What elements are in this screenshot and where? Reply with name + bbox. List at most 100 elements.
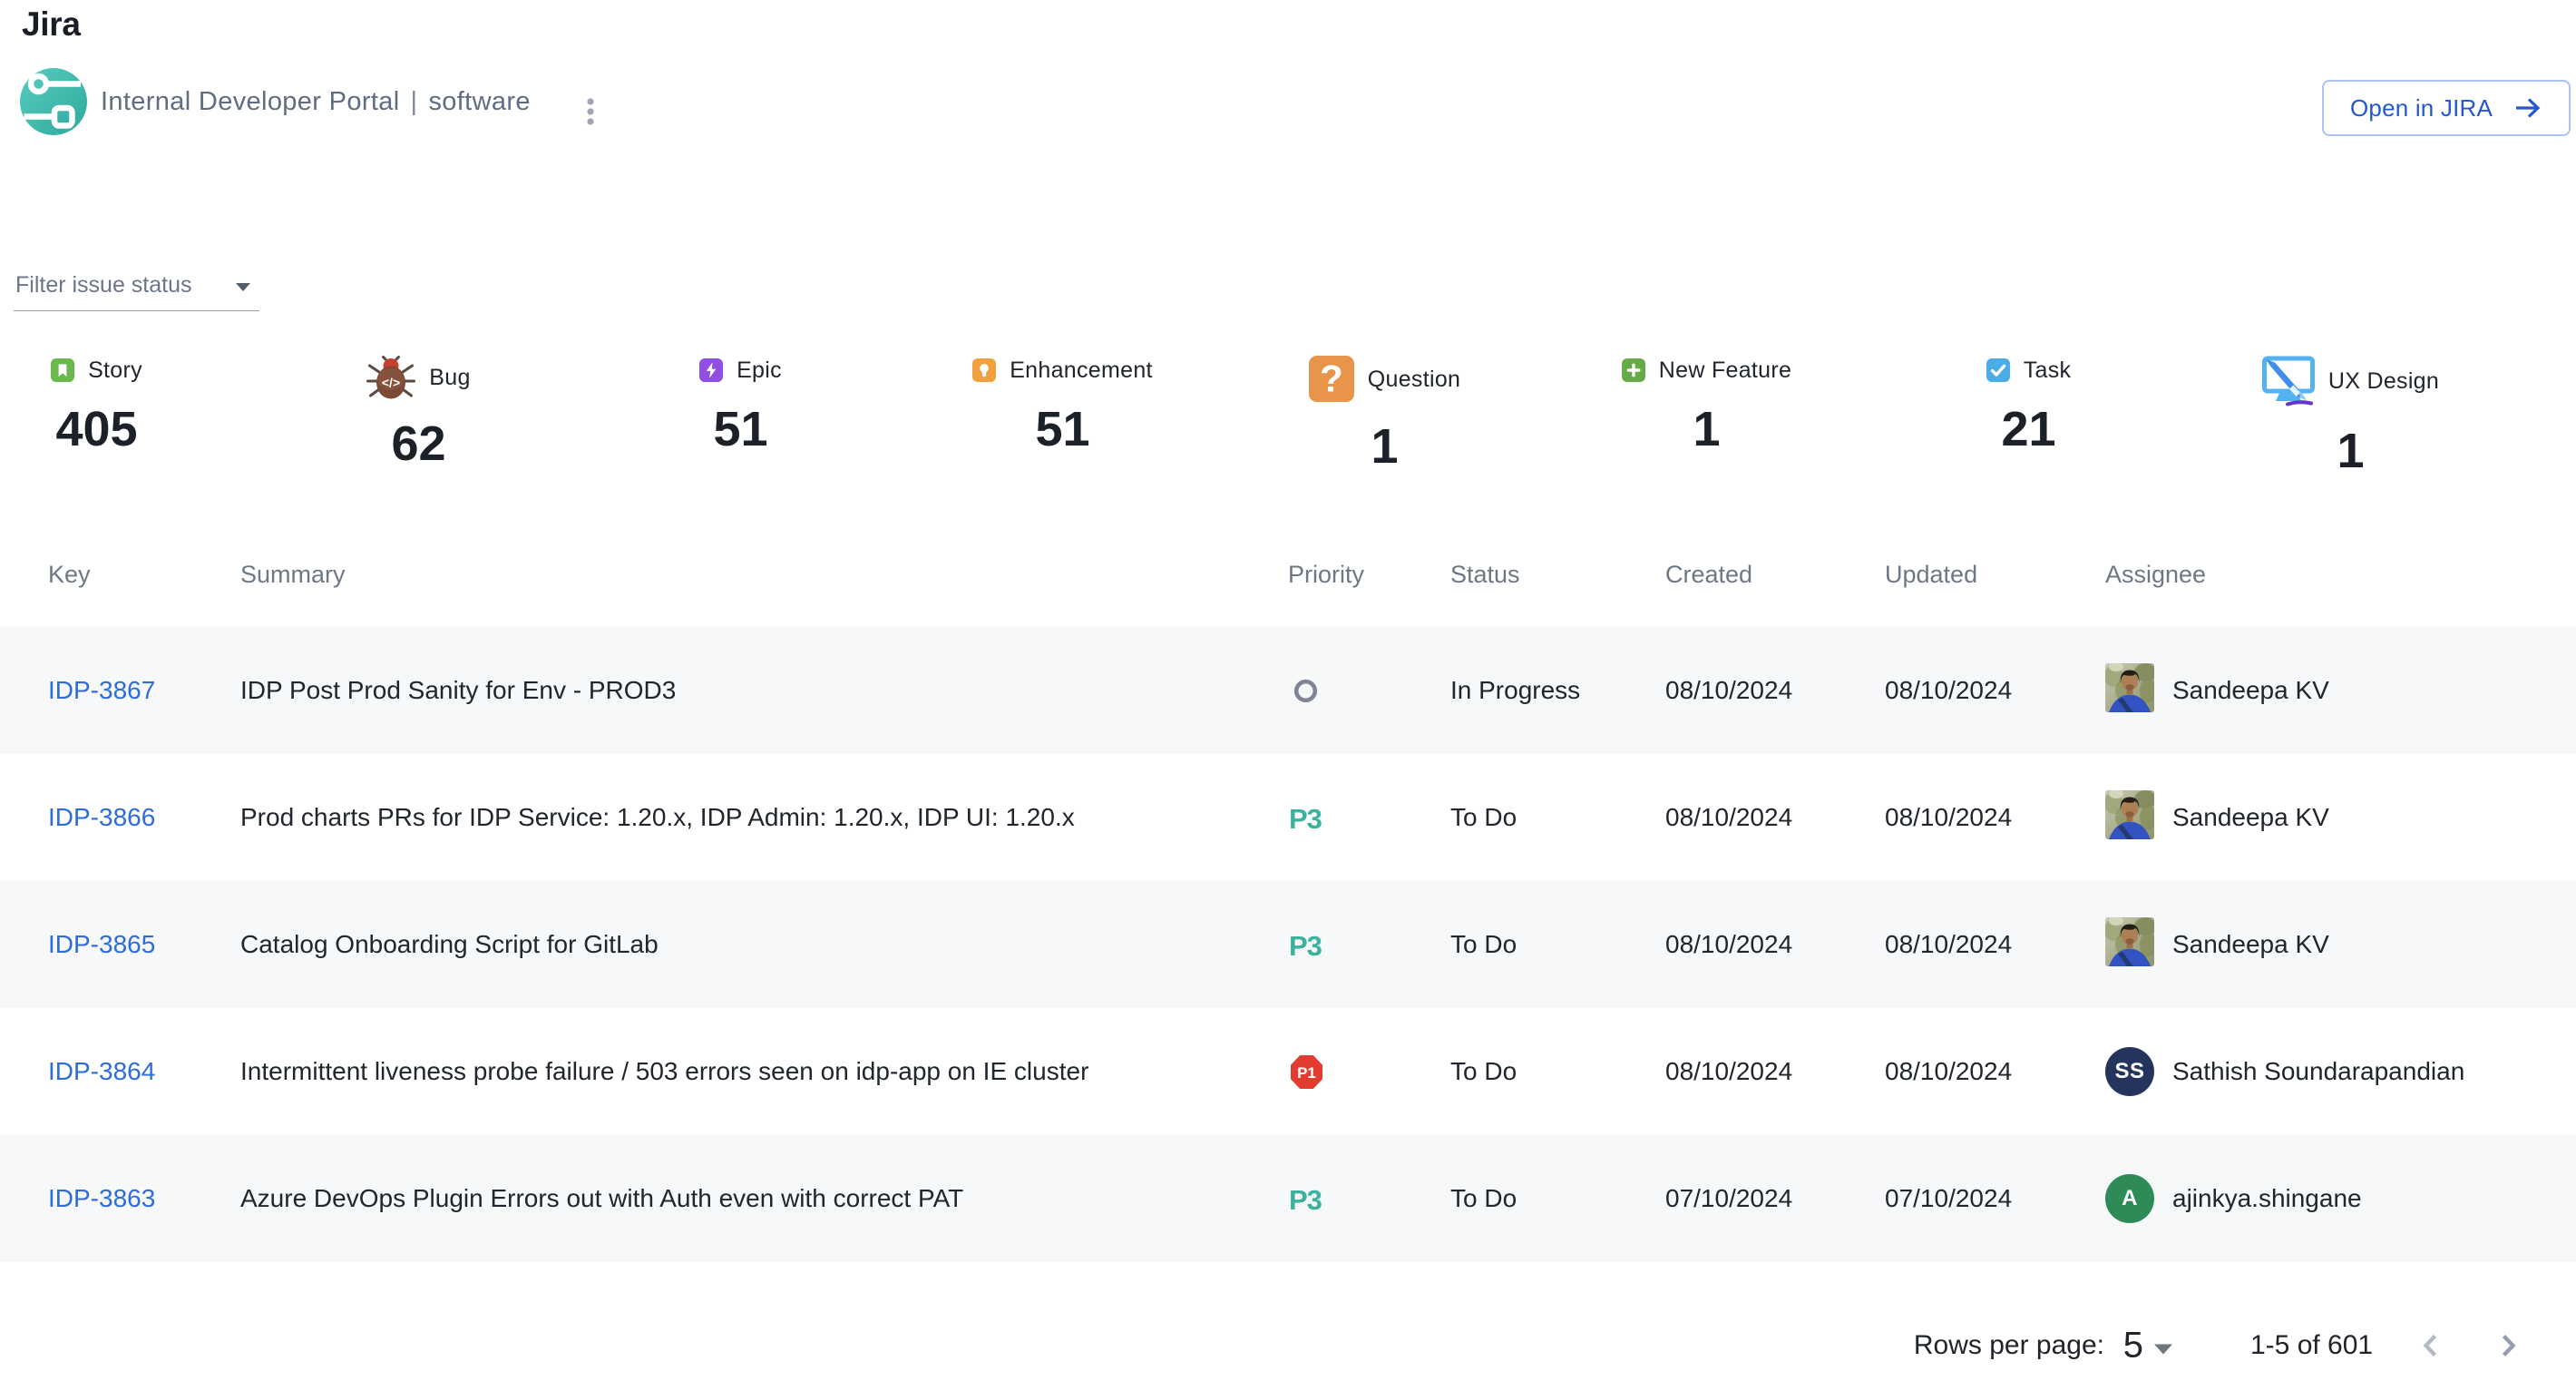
project-header: Internal Developer Portal | software xyxy=(20,68,607,135)
rows-per-page-value: 5 xyxy=(2122,1325,2143,1366)
assignee-name: ajinkya.shingane xyxy=(2172,1184,2362,1212)
ux-design-icon xyxy=(2262,356,2315,406)
column-header-status: Status xyxy=(1450,560,1520,588)
project-menu-button[interactable] xyxy=(574,88,607,139)
open-in-jira-button[interactable]: Open in JIRA xyxy=(2322,80,2571,136)
new-feature-icon xyxy=(1622,358,1645,382)
story-icon xyxy=(51,358,74,382)
issue-key-link[interactable]: IDP-3864 xyxy=(48,1057,156,1085)
column-header-updated: Updated xyxy=(1885,560,1978,588)
issue-updated-date: 08/10/2024 xyxy=(1885,930,2013,958)
project-name: Internal Developer Portal | software xyxy=(101,87,531,117)
issue-type-header: UX Design xyxy=(2262,356,2439,406)
table-body: IDP-3867 IDP Post Prod Sanity for Env - … xyxy=(0,627,2576,1262)
issue-summary: Azure DevOps Plugin Errors out with Auth… xyxy=(240,1184,964,1212)
previous-page-button[interactable] xyxy=(2410,1324,2450,1367)
priority-p3-icon xyxy=(1290,932,1326,957)
filter-issue-status-select[interactable]: Filter issue status xyxy=(14,271,259,311)
issue-type-count: 1 xyxy=(1371,419,1399,474)
assignee-name: Sandeepa KV xyxy=(2172,803,2329,831)
issue-status: To Do xyxy=(1450,930,1517,958)
column-header-key: Key xyxy=(48,560,91,588)
filter-issue-status-label: Filter issue status xyxy=(15,272,192,298)
issue-assignee: Sandeepa KV xyxy=(2105,790,2576,846)
issue-updated-date: 08/10/2024 xyxy=(1885,803,2013,831)
issue-type-count: 405 xyxy=(55,402,138,456)
issue-assignee: Sandeepa KV xyxy=(2105,663,2576,719)
issue-key-link[interactable]: IDP-3866 xyxy=(48,803,156,831)
vertical-ellipsis-icon xyxy=(587,98,594,125)
issue-summary: Intermittent liveness probe failure / 50… xyxy=(240,1057,1089,1085)
rows-per-page-select[interactable]: 5 xyxy=(2123,1326,2172,1366)
issue-created-date: 08/10/2024 xyxy=(1665,676,1793,704)
issue-type-count: 1 xyxy=(2337,424,2365,478)
issue-created-date: 08/10/2024 xyxy=(1665,930,1793,958)
issue-type-label: Task xyxy=(2023,357,2072,383)
issue-type-label: Question xyxy=(1367,366,1461,392)
assignee-name: Sandeepa KV xyxy=(2172,930,2329,958)
project-name-text: Internal Developer Portal xyxy=(101,86,400,116)
issue-summary: Prod charts PRs for IDP Service: 1.20.x,… xyxy=(240,803,1075,831)
caret-down-icon xyxy=(2154,1344,2172,1354)
pagination-range-label: 1-5 of 601 xyxy=(2250,1330,2374,1360)
issue-type-label: UX Design xyxy=(2327,368,2440,394)
issue-type-header: Enhancement xyxy=(972,356,1153,385)
stat-enhancement: Enhancement 51 xyxy=(902,356,1224,475)
issue-key-link[interactable]: IDP-3865 xyxy=(48,930,156,958)
assignee-name: Sathish Soundarapandian xyxy=(2172,1057,2465,1085)
issue-key-link[interactable]: IDP-3867 xyxy=(48,676,156,704)
issue-summary: IDP Post Prod Sanity for Env - PROD3 xyxy=(240,676,677,704)
issue-updated-date: 08/10/2024 xyxy=(1885,1057,2013,1085)
issue-updated-date: 08/10/2024 xyxy=(1885,676,2013,704)
project-type-text: software xyxy=(428,86,531,116)
enhancement-icon xyxy=(972,358,996,382)
issue-assignee: SS Sathish Soundarapandian xyxy=(2105,1047,2576,1096)
issue-type-header: Story xyxy=(51,356,142,385)
issue-status: In Progress xyxy=(1450,676,1581,704)
table-row: IDP-3863 Azure DevOps Plugin Errors out … xyxy=(0,1135,2576,1262)
stat-ux-design: UX Design 1 xyxy=(2190,356,2512,475)
issue-assignee: Sandeepa KV xyxy=(2105,917,2576,973)
issue-type-label: Epic xyxy=(737,357,782,383)
priority-p1-icon xyxy=(1290,1054,1323,1090)
assignee-avatar-initials: SS xyxy=(2105,1047,2154,1096)
issue-status: To Do xyxy=(1450,1057,1517,1085)
issue-key-link[interactable]: IDP-3863 xyxy=(48,1184,156,1212)
column-header-priority: Priority xyxy=(1288,560,1365,588)
table-row: IDP-3866 Prod charts PRs for IDP Service… xyxy=(0,754,2576,881)
priority-p3-icon xyxy=(1290,805,1326,830)
assignee-avatar-photo xyxy=(2105,917,2154,966)
caret-down-icon xyxy=(236,282,250,291)
stat-bug: Bug 62 xyxy=(258,356,580,475)
issue-type-count: 1 xyxy=(1693,402,1721,456)
issue-created-date: 08/10/2024 xyxy=(1665,1057,1793,1085)
project-avatar-icon xyxy=(20,68,87,135)
table-pagination: Rows per page: 5 1-5 of 601 xyxy=(0,1317,2576,1374)
epic-icon xyxy=(699,358,723,382)
issue-type-count: 51 xyxy=(713,402,768,456)
issue-type-header: Task xyxy=(1986,356,2072,385)
stat-question: Question 1 xyxy=(1224,356,1546,475)
issue-type-count: 51 xyxy=(1035,402,1090,456)
table-row: IDP-3865 Catalog Onboarding Script for G… xyxy=(0,881,2576,1008)
issue-type-label: Enhancement xyxy=(1010,357,1153,383)
rows-per-page-label: Rows per page: xyxy=(1913,1330,2104,1360)
issue-type-header: Bug xyxy=(366,356,470,399)
bug-icon xyxy=(366,356,415,399)
issue-created-date: 08/10/2024 xyxy=(1665,803,1793,831)
assignee-avatar-photo xyxy=(2105,663,2154,712)
issue-status: To Do xyxy=(1450,803,1517,831)
assignee-avatar-photo xyxy=(2105,790,2154,839)
issue-type-label: Story xyxy=(88,357,142,383)
stat-story: Story 405 xyxy=(0,356,258,475)
issues-table: Key Summary Priority Status Created Updated As… xyxy=(0,544,2576,1262)
issue-type-header: New Feature xyxy=(1622,356,1791,385)
task-icon xyxy=(1986,358,2010,382)
issue-type-header: Question xyxy=(1309,356,1460,402)
priority-p3-icon xyxy=(1290,1186,1326,1211)
issue-type-stats: Story 405 Bug 62 Epic 51 Enhancement 51 … xyxy=(0,356,2512,475)
page-title: Jira xyxy=(22,5,81,43)
column-header-assignee: Assignee xyxy=(2105,560,2207,588)
next-page-button[interactable] xyxy=(2489,1324,2529,1367)
